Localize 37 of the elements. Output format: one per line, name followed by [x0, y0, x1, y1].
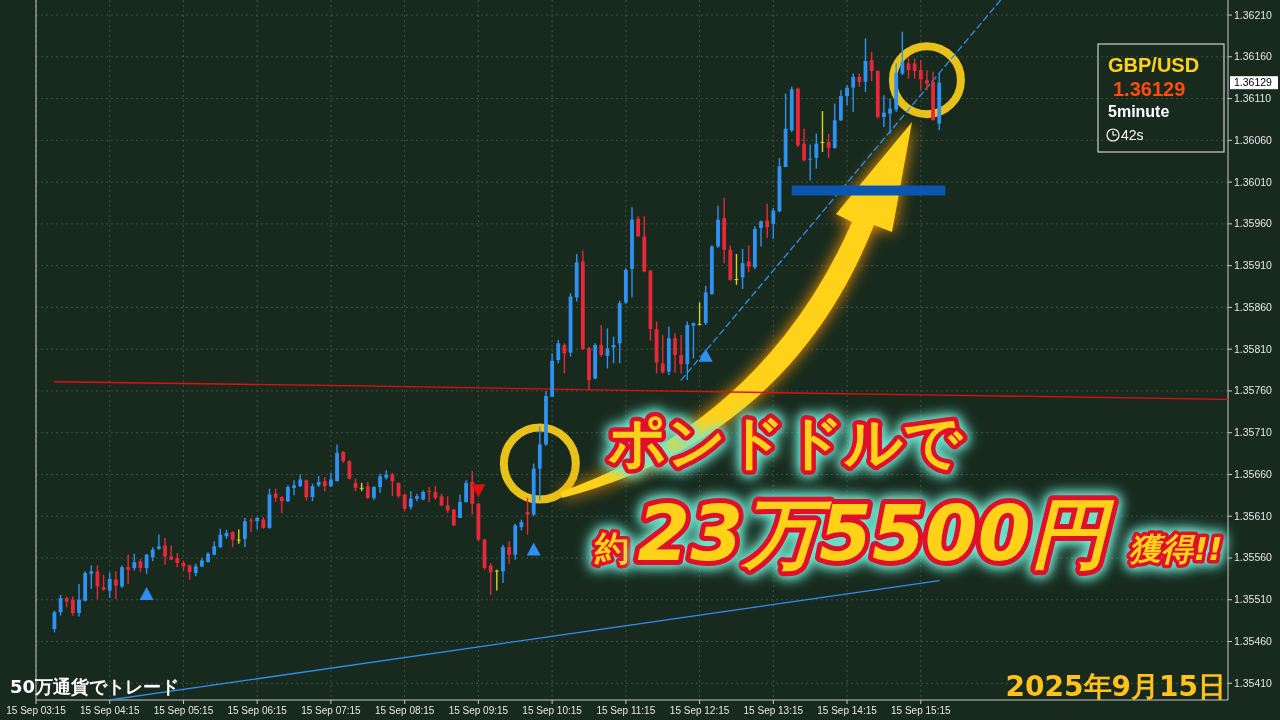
x-tick-label: 15 Sep 15:15 — [891, 705, 951, 716]
x-tick-label: 15 Sep 12:15 — [669, 705, 730, 716]
point — [526, 542, 541, 556]
y-tick-label: 1.35860 — [1234, 300, 1273, 313]
y-tick-label: 1.35760 — [1234, 384, 1273, 397]
x-tick-label: 15 Sep 05:15 — [153, 705, 214, 716]
y-tick-label: 1.35910 — [1234, 259, 1273, 272]
x-tick-label: 15 Sep 06:15 — [227, 705, 288, 716]
y-tick-label: 1.36060 — [1234, 133, 1273, 146]
y-tick-label: 1.35610 — [1234, 509, 1273, 522]
x-tick-label: 15 Sep 10:15 — [522, 705, 583, 716]
y-tick-label: 1.35810 — [1234, 342, 1273, 355]
point — [698, 348, 713, 362]
x-tick-label: 15 Sep 04:15 — [79, 705, 140, 716]
x-tick-label: 15 Sep 07:15 — [301, 705, 362, 716]
y-tick-label: 1.35410 — [1234, 676, 1273, 689]
x-tick-label: 15 Sep 13:15 — [743, 705, 804, 716]
y-tick-label: 1.36010 — [1234, 175, 1273, 188]
y-tick-label: 1.35510 — [1234, 593, 1273, 606]
y-tick-label: 1.35660 — [1234, 467, 1273, 480]
y-tick-label: 1.36160 — [1234, 50, 1273, 63]
x-tick-label: 15 Sep 03:15 — [6, 705, 67, 716]
text: 1.36129 — [1234, 76, 1273, 89]
annotation: 5minute — [1108, 103, 1170, 120]
x-tick-label: 15 Sep 09:15 — [448, 705, 509, 716]
point — [139, 586, 154, 600]
annotation: 2025年9月15日 — [1005, 670, 1226, 703]
x-tick-label: 15 Sep 08:15 — [374, 705, 435, 716]
y-tick-label: 1.35960 — [1234, 217, 1273, 230]
y-tick-label: 1.36110 — [1234, 92, 1272, 105]
y-tick-label: 1.35710 — [1234, 426, 1273, 439]
x-tick-label: 15 Sep 11:15 — [596, 705, 656, 716]
annotation: 42s — [1121, 127, 1144, 143]
y-tick-label: 1.36210 — [1234, 8, 1273, 21]
x-tick-label: 15 Sep 14:15 — [817, 705, 878, 716]
y-tick-label: 1.35460 — [1234, 635, 1273, 648]
annotation: 1.36129 — [1113, 78, 1186, 100]
